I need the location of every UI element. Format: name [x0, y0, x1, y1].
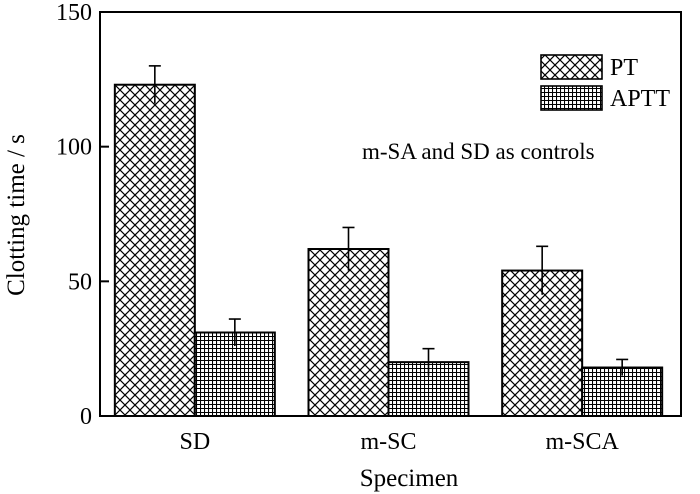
legend-label-pt: PT	[610, 55, 638, 81]
legend-label-aptt: APTT	[610, 86, 670, 112]
legend-swatch-pt	[540, 54, 603, 80]
y-tick-label: 50	[68, 269, 92, 295]
x-tick-label: SD	[179, 429, 210, 455]
x-tick-label: m-SC	[360, 429, 416, 455]
annotation-text: m-SA and SD as controls	[362, 139, 595, 164]
bar-aptt-sd	[193, 331, 276, 417]
y-axis-title: Clotting time / s	[3, 134, 30, 296]
plot-area: 0 50 100 150 SD m-SC m-SCA PT APTT	[56, 0, 682, 455]
y-tick-label: 100	[56, 135, 92, 161]
bar-pt-m-sc	[307, 248, 390, 417]
y-tick-label: 0	[80, 404, 92, 430]
x-axis-title: Specimen	[360, 465, 459, 492]
bar-pt-sd	[113, 83, 196, 417]
y-tick-label: 150	[56, 0, 92, 26]
legend-swatch-aptt	[540, 85, 603, 111]
x-tick-label: m-SCA	[545, 429, 619, 455]
